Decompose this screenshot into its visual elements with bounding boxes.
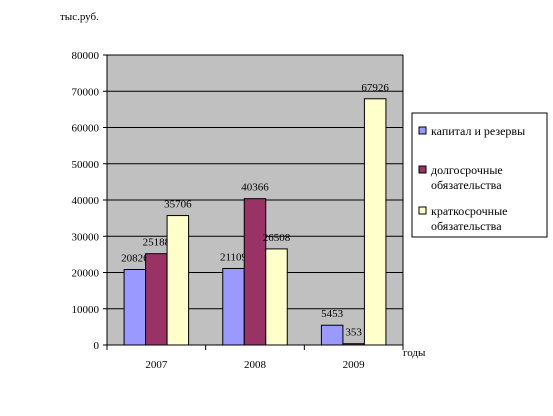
- x-tick-label: 2007: [145, 359, 168, 371]
- legend-label: капитал и резервы: [431, 124, 525, 138]
- y-tick-label: 40000: [72, 195, 100, 207]
- bar: [166, 215, 190, 346]
- y-tick-label: 20000: [72, 268, 100, 280]
- bar: [243, 198, 267, 346]
- bar: [320, 324, 344, 346]
- y-axis-title: тыс.руб.: [60, 11, 99, 23]
- bar: [363, 98, 387, 346]
- x-tick-label: 2009: [343, 359, 366, 371]
- y-tick-label: 80000: [72, 50, 100, 62]
- x-axis: 2007 2008 2009: [106, 344, 404, 371]
- legend-swatch: [418, 206, 427, 215]
- y-tick-label: 10000: [72, 304, 100, 316]
- legend-label-line: краткосрочные: [431, 204, 507, 218]
- y-tick-label: 50000: [72, 159, 100, 171]
- y-tick-label: 70000: [72, 86, 100, 98]
- x-axis-title: годы: [403, 347, 426, 359]
- bar: [222, 267, 245, 346]
- data-label: 353: [345, 327, 362, 339]
- data-label: 20826: [121, 253, 149, 265]
- y-axis: 0 10000 20000 30000 40000 50000 60000 70000 8000…: [72, 50, 108, 352]
- data-label: 26508: [263, 232, 291, 244]
- bar: [123, 269, 147, 346]
- bar: [145, 253, 168, 346]
- y-tick-label: 60000: [72, 123, 100, 135]
- legend-swatch: [418, 126, 427, 135]
- legend-box: [411, 112, 548, 238]
- data-label: 21109: [220, 251, 248, 263]
- x-tick-label: 2008: [244, 359, 267, 371]
- legend-label: долгосрочные обязательства: [431, 163, 503, 192]
- legend-label: краткосрочные обязательства: [431, 204, 507, 233]
- legend-label-line: долгосрочные: [431, 163, 503, 177]
- data-label: 5453: [321, 308, 344, 320]
- legend-label-line: обязательства: [431, 178, 502, 192]
- bar: [265, 248, 288, 346]
- legend-swatch: [418, 165, 427, 174]
- legend-label-line: обязательства: [431, 219, 502, 233]
- data-label: 67926: [361, 82, 389, 94]
- y-tick-label: 30000: [72, 231, 100, 243]
- bars: 20826 21109 5453 25188 40366 353 35706 26508 679…: [121, 82, 389, 346]
- data-label: 35706: [164, 199, 192, 211]
- data-label: 25188: [143, 237, 171, 249]
- y-tick-label: 0: [94, 340, 100, 352]
- data-label: 40366: [241, 182, 269, 194]
